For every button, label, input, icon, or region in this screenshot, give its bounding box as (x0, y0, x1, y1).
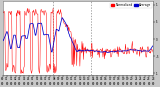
Legend: Normalized, Average: Normalized, Average (110, 3, 152, 8)
